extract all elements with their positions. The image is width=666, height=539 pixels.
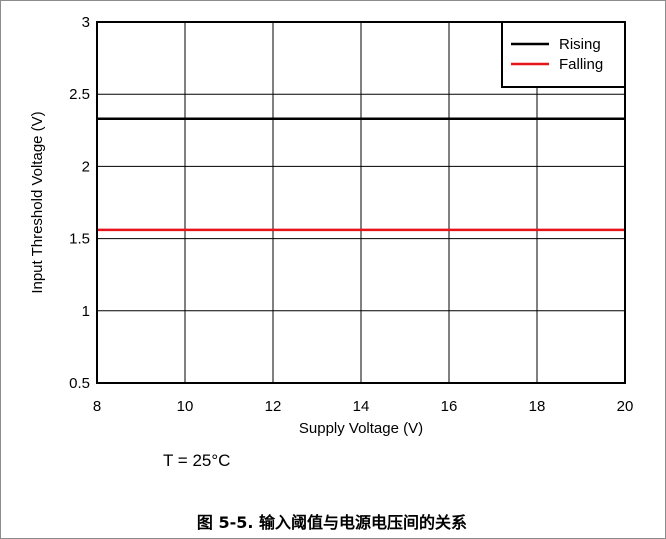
x-tick-label: 10 <box>177 398 194 415</box>
x-tick-label: 20 <box>617 398 634 415</box>
x-tick-label: 14 <box>353 398 370 415</box>
grid <box>97 22 625 383</box>
legend-items: Rising Falling <box>511 36 603 73</box>
x-axis-title: Supply Voltage (V) <box>299 420 423 437</box>
legend-label-rising: Rising <box>559 36 601 53</box>
figure-caption: 图 5-5. 输入阈值与电源电压间的关系 <box>196 513 468 532</box>
y-tick-labels: 0.5 1 1.5 2 2.5 3 <box>69 14 90 392</box>
x-tick-labels: 8 10 12 14 16 18 20 <box>93 398 634 415</box>
legend-box <box>501 21 626 88</box>
x-tick-label: 8 <box>93 398 101 415</box>
y-tick-label: 2.5 <box>69 86 90 103</box>
plot-area-border <box>96 21 626 384</box>
y-tick-label: 1 <box>82 303 90 320</box>
legend-label-falling: Falling <box>559 56 603 73</box>
y-axis-title: Input Threshold Voltage (V) <box>29 111 46 293</box>
y-tick-label: 3 <box>82 14 90 31</box>
series-group <box>97 117 625 232</box>
y-tick-label: 1.5 <box>69 231 90 248</box>
x-tick-label: 18 <box>529 398 546 415</box>
legend: Rising Falling <box>501 21 626 88</box>
y-tick-label: 0.5 <box>69 375 90 392</box>
temperature-note: T = 25°C <box>163 451 231 470</box>
x-tick-label: 16 <box>441 398 458 415</box>
x-tick-label: 12 <box>265 398 282 415</box>
y-tick-label: 2 <box>82 158 90 175</box>
